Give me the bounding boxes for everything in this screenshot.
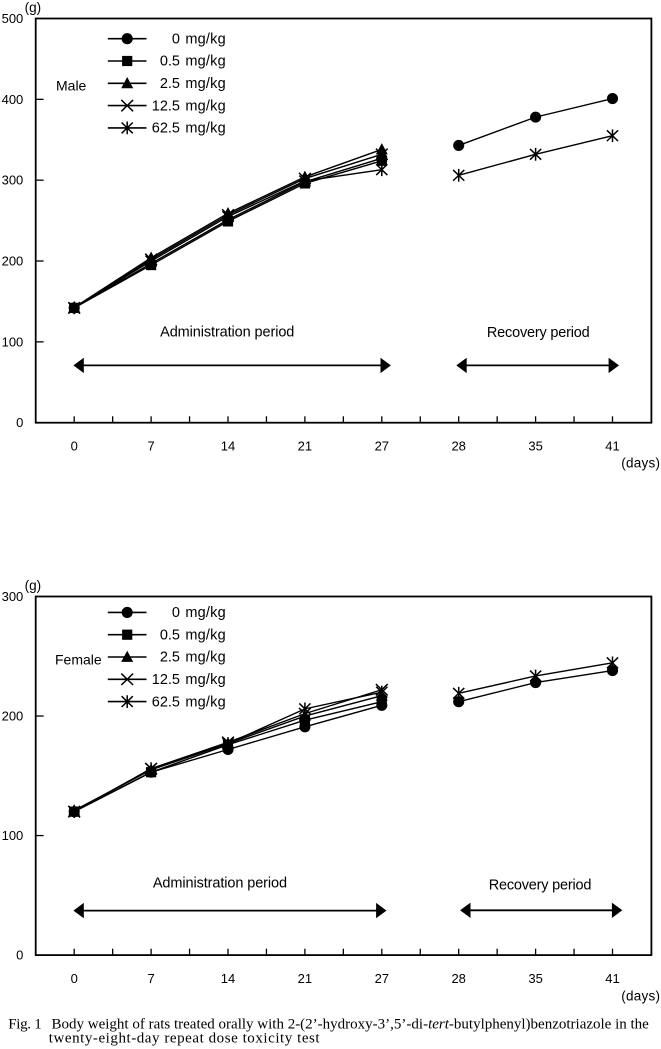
svg-text:500: 500: [2, 11, 24, 26]
svg-text:0: 0: [71, 438, 78, 453]
svg-text:35: 35: [528, 438, 542, 453]
svg-text:12.5: 12.5: [152, 672, 180, 688]
svg-text:Body weight of rats treated or: Body weight of rats treated orally with …: [52, 1017, 650, 1033]
svg-text:(days): (days): [621, 989, 660, 1004]
svg-text:100: 100: [2, 334, 24, 349]
svg-text:62.5: 62.5: [152, 694, 180, 710]
svg-text:200: 200: [2, 254, 24, 269]
svg-text:300: 300: [2, 589, 24, 604]
svg-text:7: 7: [147, 971, 154, 986]
svg-text:0.5: 0.5: [160, 627, 180, 643]
svg-text:mg/kg: mg/kg: [185, 672, 226, 688]
svg-text:62.5: 62.5: [152, 121, 180, 137]
svg-text:21: 21: [298, 438, 312, 453]
svg-text:Recovery period: Recovery period: [489, 877, 592, 893]
svg-text:14: 14: [221, 971, 235, 986]
svg-text:12.5: 12.5: [152, 98, 180, 114]
svg-text:twenty-eight-day repeat dose t: twenty-eight-day repeat dose toxicity te…: [49, 1030, 321, 1046]
svg-text:28: 28: [451, 971, 465, 986]
svg-text:0: 0: [172, 31, 180, 47]
svg-text:mg/kg: mg/kg: [185, 605, 226, 621]
svg-text:mg/kg: mg/kg: [185, 98, 226, 114]
svg-text:(days): (days): [621, 456, 660, 471]
svg-text:0: 0: [71, 971, 78, 986]
svg-text:41: 41: [605, 438, 619, 453]
svg-text:400: 400: [2, 92, 24, 107]
svg-text:Male: Male: [56, 78, 87, 94]
svg-text:27: 27: [375, 438, 389, 453]
svg-text:Fig. 1: Fig. 1: [8, 1017, 41, 1033]
svg-text:(g): (g): [25, 0, 41, 15]
svg-text:Recovery period: Recovery period: [487, 325, 590, 341]
svg-text:mg/kg: mg/kg: [185, 650, 226, 666]
svg-text:41: 41: [605, 971, 619, 986]
svg-text:(g): (g): [25, 578, 41, 593]
svg-text:27: 27: [375, 971, 389, 986]
svg-text:mg/kg: mg/kg: [185, 76, 226, 92]
svg-text:14: 14: [221, 438, 235, 453]
svg-text:mg/kg: mg/kg: [185, 54, 226, 70]
svg-text:7: 7: [147, 438, 154, 453]
svg-text:100: 100: [2, 828, 24, 843]
svg-text:35: 35: [528, 971, 542, 986]
svg-text:mg/kg: mg/kg: [185, 121, 226, 137]
svg-text:0: 0: [16, 948, 23, 963]
svg-text:21: 21: [298, 971, 312, 986]
svg-text:200: 200: [2, 709, 24, 724]
svg-text:2.5: 2.5: [160, 76, 180, 92]
svg-text:2.5: 2.5: [160, 650, 180, 666]
svg-text:Administration period: Administration period: [160, 325, 294, 341]
svg-text:0: 0: [172, 605, 180, 621]
svg-text:mg/kg: mg/kg: [185, 694, 226, 710]
svg-text:mg/kg: mg/kg: [185, 31, 226, 47]
svg-text:Female: Female: [55, 652, 102, 668]
svg-text:0.5: 0.5: [160, 54, 180, 70]
svg-text:0: 0: [16, 415, 23, 430]
svg-text:300: 300: [2, 173, 24, 188]
svg-text:28: 28: [451, 438, 465, 453]
svg-text:Administration period: Administration period: [153, 876, 287, 892]
svg-text:mg/kg: mg/kg: [185, 627, 226, 643]
